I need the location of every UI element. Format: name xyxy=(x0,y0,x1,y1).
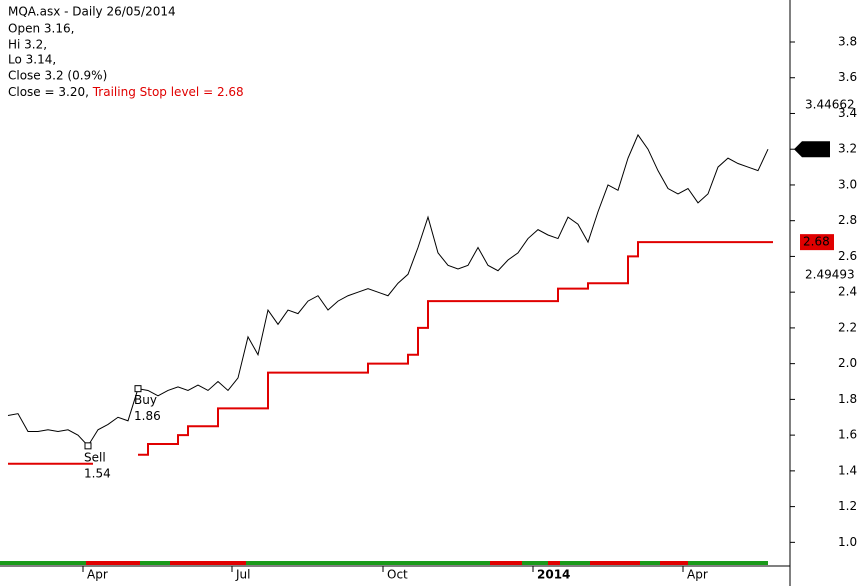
header-line: Lo 3.14, xyxy=(8,53,56,67)
annotation-value: 1.54 xyxy=(84,466,111,480)
y-tick-label: 3.2 xyxy=(838,142,857,156)
strip-red xyxy=(660,561,688,565)
header-line: Open 3.16, xyxy=(8,22,74,36)
y-tick-label: 3.6 xyxy=(838,70,857,84)
annotation-marker xyxy=(84,442,92,450)
header-line: Hi 3.2, xyxy=(8,38,47,52)
y-tick-label: 1.4 xyxy=(838,463,857,477)
stop-line xyxy=(138,241,773,456)
header-line: Close 3.2 (0.9%) xyxy=(8,69,107,83)
x-tick-label: 2014 xyxy=(537,568,570,582)
y-tick-label: 2.0 xyxy=(838,356,857,370)
x-tick-label: Apr xyxy=(87,568,108,582)
axis-marker-label: 3.44662 xyxy=(805,98,855,112)
y-tick-label: 3.4 xyxy=(838,106,857,120)
y-tick-label: 1.0 xyxy=(838,535,857,549)
y-tick-label: 1.8 xyxy=(838,392,857,406)
strip-red xyxy=(590,561,640,565)
price-line xyxy=(7,133,769,447)
last-value-tag xyxy=(794,141,830,158)
last-value-label: 3.2 xyxy=(806,142,825,156)
annotation-label: Buy xyxy=(134,393,157,407)
y-tick-label: 3.8 xyxy=(838,34,857,48)
annotation-label: Sell xyxy=(84,450,106,464)
y-tick-label: 2.2 xyxy=(838,320,857,334)
y-tick-label: 2.4 xyxy=(838,285,857,299)
annotation-marker xyxy=(134,385,142,393)
y-tick-label: 1.6 xyxy=(838,428,857,442)
axis-marker-label: 2.49493 xyxy=(805,268,855,282)
y-tick-label: 3.0 xyxy=(838,177,857,191)
strip-red xyxy=(86,561,140,565)
x-tick-label: Jul xyxy=(235,568,250,582)
y-tick-label: 2.6 xyxy=(838,249,857,263)
y-tick-label: 2.8 xyxy=(838,213,857,227)
strip-red xyxy=(548,561,560,565)
strip-green xyxy=(0,561,768,565)
annotation-value: 1.86 xyxy=(134,409,161,423)
strip-red xyxy=(170,561,246,565)
signal-strip xyxy=(0,561,768,565)
last-value-label: 2.68 xyxy=(803,235,830,249)
status-line: Close = 3.20, Trailing Stop level = 2.68 xyxy=(8,85,244,99)
header-line: MQA.asx - Daily 26/05/2014 xyxy=(8,5,176,19)
strip-red xyxy=(490,561,522,565)
status-close: Close = 3.20, xyxy=(8,85,93,99)
last-value-tag xyxy=(800,234,834,251)
x-tick-label: Oct xyxy=(387,568,408,582)
x-tick-label: Apr xyxy=(687,568,708,582)
y-tick-label: 1.2 xyxy=(838,499,857,513)
status-stop: Trailing Stop level = 2.68 xyxy=(92,85,244,99)
